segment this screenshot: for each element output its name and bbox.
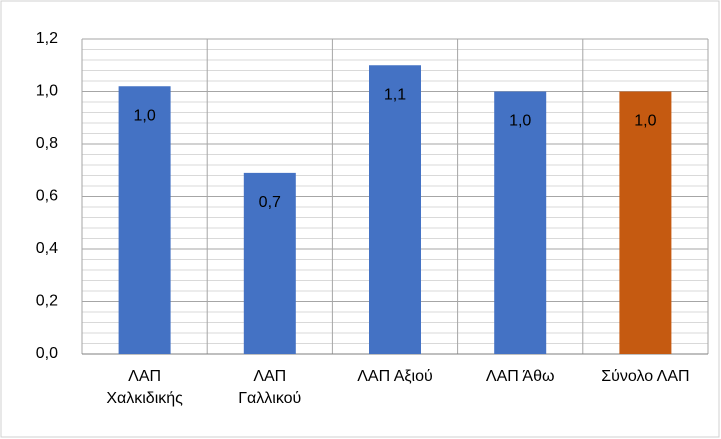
y-tick-label: 0,0: [36, 345, 58, 362]
y-tick-label: 0,6: [36, 188, 58, 205]
x-tick-label: ΛΑΠ Αξιού: [357, 368, 433, 385]
y-tick-label: 0,4: [36, 240, 58, 257]
bar: [619, 91, 672, 354]
x-tick-label: Σύνολο ΛΑΠ: [601, 368, 690, 385]
x-tick-label: ΛΑΠ Χαλκιδικής: [106, 368, 183, 407]
y-tick-label: 1,2: [36, 30, 58, 47]
bar: [369, 65, 421, 354]
y-tick-label: 0,8: [36, 135, 58, 152]
x-tick-label: ΛΑΠ Γαλλικού: [238, 368, 302, 407]
data-label: 1,0: [133, 107, 155, 124]
x-tick-label: ΛΑΠ Άθω: [485, 368, 555, 385]
data-label: 1,0: [634, 113, 656, 130]
bar: [118, 86, 171, 354]
data-label: 1,0: [509, 113, 531, 130]
data-label: 0,7: [259, 194, 281, 211]
y-tick-label: 1,0: [36, 83, 58, 100]
y-tick-label: 0,2: [36, 293, 58, 310]
bar: [243, 172, 296, 354]
bar: [494, 91, 547, 354]
data-label: 1,1: [384, 86, 406, 103]
